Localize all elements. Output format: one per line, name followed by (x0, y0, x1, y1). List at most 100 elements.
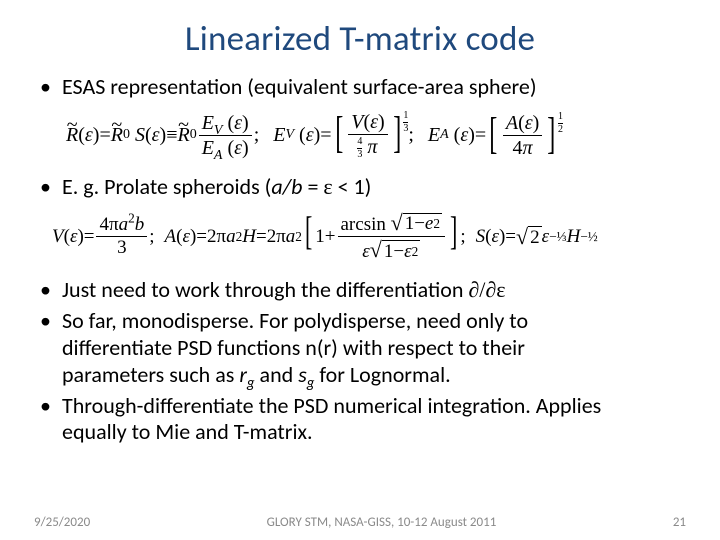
eq2-a: a (119, 214, 129, 235)
b5-l2: equally to Mie and T-matrix. (62, 418, 313, 445)
footer-center: GLORY STM, NASA-GISS, 10-12 August 2011 (90, 515, 673, 530)
equation-row-1: R(ε) = R0 S(ε) ≡ R0 EV (ε) EA (ε) ; EV (… (66, 111, 686, 160)
eq2-Asym: A (165, 226, 177, 248)
bullet-through-diff: Through-differentiate the PSD numerical … (34, 393, 686, 447)
b3-deriv: ∂/∂ε (468, 277, 505, 302)
eq2-eps3: ε (362, 241, 370, 262)
b2-ab: a/b (271, 173, 302, 200)
eq2-one: 1 (315, 226, 325, 248)
eq1-EVnumE: E (202, 112, 214, 134)
eq2-H: H (242, 226, 256, 248)
eq1-V: V (351, 111, 363, 133)
b2-pre: E. g. Prolate spheroids ( (62, 173, 271, 200)
eq2-eps1: ε (70, 226, 78, 248)
eq2-4pi: 4π (99, 214, 118, 235)
b4-l3a: parameters such as (62, 361, 239, 388)
eq2-eps5: ε (491, 226, 499, 248)
eq2-arcsin: arcsin (341, 214, 386, 235)
b4-and: and (255, 361, 299, 388)
eq2-2pi: 2π (207, 226, 226, 248)
eq2-eq1: = (84, 226, 95, 248)
bullet-esas: ESAS representation (equivalent surface-… (34, 74, 686, 101)
eq2-e: e (425, 214, 433, 235)
eq1-43d: 3 (357, 150, 362, 160)
eq2-eq4: = (505, 226, 516, 248)
eq1-exp12: 12 (558, 112, 563, 135)
eq2-semi2: ; (460, 226, 465, 248)
eq1-43n: 4 (357, 137, 362, 147)
eq2-eq3: = (256, 226, 267, 248)
eq2-sqrt2: 2 (528, 226, 542, 250)
b4-rg: r (239, 361, 247, 388)
b4-l1: So far, monodisperse. For polydisperse, … (62, 307, 528, 334)
bullet-monodisperse: So far, monodisperse. For polydisperse, … (34, 308, 686, 388)
eq2-1m: 1− (405, 214, 425, 235)
eq2-Ssym: S (476, 226, 486, 248)
eq1-lhs: R(ε) = R0 S(ε) ≡ R0 EV (ε) EA (ε) ; (66, 112, 259, 159)
eq2-Vsym: V (52, 226, 64, 248)
footer-date: 9/25/2020 (34, 515, 90, 530)
eq1-four: 4 (513, 137, 523, 159)
eq2-eps2: ε (182, 226, 190, 248)
slide-footer: 9/25/2020 GLORY STM, NASA-GISS, 10-12 Au… (0, 515, 720, 530)
eq2-H2: H (567, 226, 581, 248)
eq2-b: b (135, 214, 145, 235)
eq2-eq2: = (196, 226, 207, 248)
eq1-EAdenE: E (202, 137, 214, 159)
eq1-semi1: ; (254, 124, 260, 147)
b4-sg: s (298, 361, 307, 388)
footer-page-number: 21 (673, 515, 686, 530)
b2-mid: = (302, 173, 323, 200)
eq1-EAdenA: A (214, 148, 223, 163)
b5-l1: Through-differentiate the PSD numerical … (62, 392, 601, 419)
eq2-S: S(ε) = √2ε−⅓H−½ (476, 224, 598, 250)
eq2-semi1: ; (149, 226, 154, 248)
eq1-eps: ε (85, 124, 93, 147)
bullet-prolate: E. g. Prolate spheroids (a/b = ε < 1) (34, 174, 686, 201)
eq2-V: V(ε) = 4πa2b 3 ; (52, 215, 155, 260)
eq1-eps5: ε (306, 124, 314, 147)
eq1-EV2E: E (273, 124, 285, 147)
eq1-A: A (506, 112, 518, 134)
b2-eps: ε (323, 174, 332, 199)
eq1-eps8: ε (525, 112, 533, 134)
eq2-eps6: ε (542, 226, 550, 248)
eq2-plus: + (325, 226, 336, 248)
eq1-eps2: ε (152, 124, 160, 147)
b2-post: < 1) (333, 173, 372, 200)
eq2-1m2: 1− (384, 242, 404, 263)
eq1-semi2: ; (408, 124, 414, 147)
eq1-eq2: = (320, 124, 331, 147)
eq1-pi: π (367, 136, 377, 158)
b3-pre: Just need to work through the differenti… (62, 276, 468, 303)
eq2-eps4: ε (404, 242, 412, 263)
eq1-pi2: π (523, 137, 533, 159)
b4-tail: for Lognormal. (314, 361, 450, 388)
eq1-EA-def: EA (ε) = [ A(ε) 4π ] 12 (428, 112, 563, 159)
eq1-R0tilde: R (111, 124, 123, 147)
bullet-list-bottom: Just need to work through the differenti… (34, 277, 686, 446)
eq1-eps6: ε (370, 111, 378, 133)
eq1-EV-over-EA: EV (ε) EA (ε) (199, 112, 252, 159)
bullet-differentiation: Just need to work through the differenti… (34, 277, 686, 304)
eq1-eps3: ε (234, 112, 242, 134)
eq1-eps7: ε (460, 124, 468, 147)
eq1-eps4: ε (234, 137, 242, 159)
eq2-a3: a (226, 226, 236, 248)
eq1-eq3: = (475, 124, 486, 147)
bullet-list-mid: E. g. Prolate spheroids (a/b = ε < 1) (34, 174, 686, 201)
eq1-EV-def: EV (ε) = [ V(ε) 43 π ] 13 ; (273, 111, 414, 160)
eq2-2pi2: 2π (267, 226, 286, 248)
b4-l2: differentiate PSD functions n(r) with re… (62, 334, 525, 361)
eq2-3: 3 (114, 238, 130, 259)
bullet-list-top: ESAS representation (equivalent surface-… (34, 74, 686, 101)
eq2-A: A(ε) = 2πa2H = 2πa2 [ 1 + arcsin √1−e2 ε… (165, 211, 466, 264)
eq2-a4: a (286, 226, 296, 248)
eq1-eq1: = (99, 124, 110, 147)
slide: Linearized T-matrix code ESAS representa… (0, 0, 720, 540)
eq1-approx: ≡ (166, 124, 177, 147)
equation-row-2: V(ε) = 4πa2b 3 ; A(ε) = 2πa2H = 2πa2 [ 1… (52, 211, 686, 264)
eq1-S: S (135, 124, 145, 147)
eq1-EA2E: E (428, 124, 440, 147)
eq1-R02: R (177, 124, 189, 147)
